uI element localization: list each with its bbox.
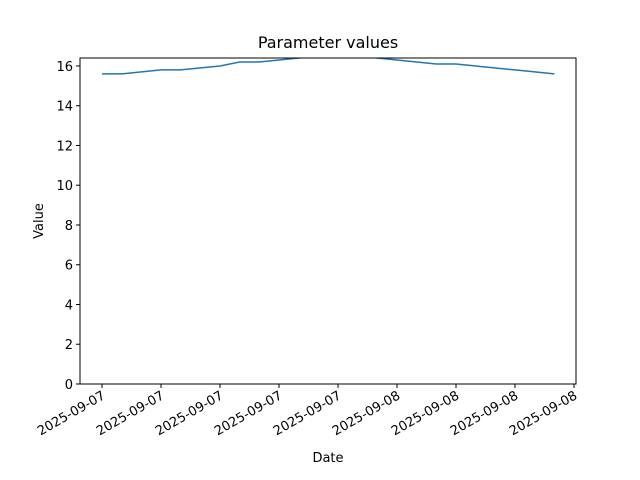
chart-title: Parameter values [258, 33, 398, 52]
y-tick-label: 16 [56, 60, 73, 75]
axes-frame [79, 57, 577, 385]
plot-area [102, 58, 555, 75]
y-tick-label: 10 [56, 179, 73, 194]
data-line [102, 58, 555, 75]
y-tick-label: 14 [56, 100, 73, 115]
y-tick-label: 12 [56, 139, 73, 154]
y-tick-label: 0 [65, 378, 73, 393]
x-axis-label: Date [312, 451, 343, 466]
y-tick-label: 6 [65, 259, 73, 274]
y-tick-label: 4 [65, 298, 73, 313]
y-tick-label: 2 [65, 338, 73, 353]
y-tick-label: 8 [65, 219, 73, 234]
y-axis-label: Value [32, 203, 47, 239]
